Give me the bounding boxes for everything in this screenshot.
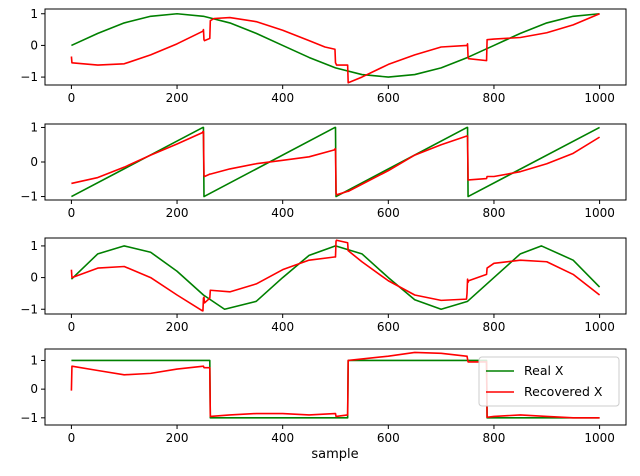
series-line-recovered-x bbox=[71, 130, 601, 196]
subplot-4: 0 200 400 600 800 1000 −1 0 1 bbox=[20, 348, 627, 445]
x-tick-label: 800 bbox=[483, 320, 506, 334]
y-tick-label: 0 bbox=[30, 38, 38, 52]
y-tick-label: 1 bbox=[30, 353, 38, 367]
x-tick-label: 600 bbox=[377, 91, 400, 105]
legend-frame bbox=[478, 356, 620, 407]
x-tick-label: 600 bbox=[377, 320, 400, 334]
x-tick-label: 1000 bbox=[584, 320, 615, 334]
series-group bbox=[71, 126, 601, 198]
x-tick-label: 400 bbox=[271, 431, 294, 445]
x-tick-label: 400 bbox=[271, 91, 294, 105]
y-tick-label: 1 bbox=[30, 120, 38, 134]
subplot-2: 0 200 400 600 800 1000 −1 0 1 bbox=[20, 120, 627, 220]
subplot-3: 0 200 400 600 800 1000 −1 0 1 bbox=[20, 237, 627, 334]
x-tick-label: 600 bbox=[377, 206, 400, 220]
legend-label-real-x: Real X bbox=[524, 363, 564, 378]
x-tick-label: 200 bbox=[166, 91, 189, 105]
x-tick-label: 600 bbox=[377, 431, 400, 445]
axes-frame bbox=[44, 8, 627, 86]
x-tick-label: 800 bbox=[483, 431, 506, 445]
subplot-1: 0 200 400 600 800 1000 −1 0 1 bbox=[20, 7, 627, 105]
series-line-recovered-x bbox=[70, 239, 601, 312]
x-tick-label: 800 bbox=[483, 91, 506, 105]
y-tick-label: 1 bbox=[30, 239, 38, 253]
series-line-real-x bbox=[71, 12, 600, 78]
x-tick-label: 200 bbox=[166, 431, 189, 445]
y-tick-label: −1 bbox=[20, 411, 38, 425]
x-tick-label: 200 bbox=[166, 206, 189, 220]
x-tick-label: 1000 bbox=[584, 91, 615, 105]
x-tick-label: 400 bbox=[271, 206, 294, 220]
x-tick-label: 1000 bbox=[584, 431, 615, 445]
x-tick-label: 0 bbox=[68, 206, 76, 220]
y-tick-label: 1 bbox=[30, 7, 38, 21]
x-tick-label: 0 bbox=[68, 320, 76, 334]
x-tick-label: 800 bbox=[483, 206, 506, 220]
axes-frame bbox=[44, 348, 627, 426]
y-tick-label: −1 bbox=[20, 190, 38, 204]
y-tick-label: 0 bbox=[30, 382, 38, 396]
y-tick-label: 0 bbox=[30, 271, 38, 285]
series-line-recovered-x bbox=[70, 13, 600, 84]
x-tick-label: 0 bbox=[68, 91, 76, 105]
series-group bbox=[70, 239, 601, 312]
y-tick-label: −1 bbox=[20, 302, 38, 316]
legend: Real X Recovered X bbox=[478, 356, 620, 407]
axes-frame bbox=[44, 237, 627, 315]
x-axis-label: sample bbox=[311, 447, 358, 462]
y-tick-label: 0 bbox=[30, 155, 38, 169]
legend-label-recovered-x: Recovered X bbox=[524, 384, 603, 399]
series-group bbox=[70, 12, 600, 84]
x-tick-label: 200 bbox=[166, 320, 189, 334]
x-tick-label: 400 bbox=[271, 320, 294, 334]
x-tick-label: 1000 bbox=[584, 206, 615, 220]
y-tick-label: −1 bbox=[20, 70, 38, 84]
x-tick-label: 0 bbox=[68, 431, 76, 445]
